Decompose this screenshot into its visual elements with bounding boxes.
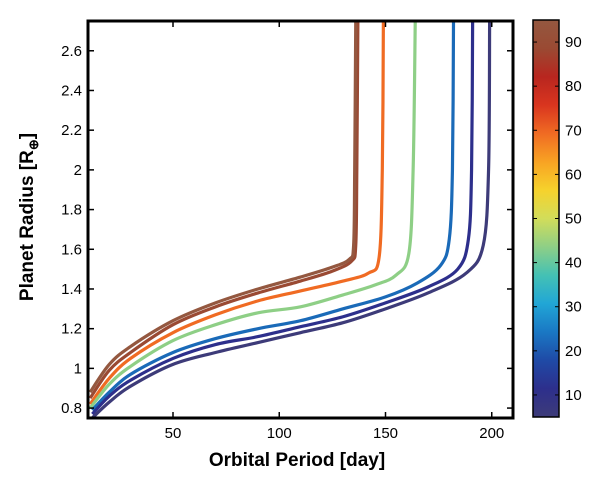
- x-tick-label: 50: [165, 425, 182, 442]
- y-ticks: 0.8 1 1.2 1.4 1.6 1.8 2 2.2 2.4 2.6: [61, 43, 513, 417]
- series-layer: [88, 21, 492, 418]
- colorbar-tick-label: 50: [565, 211, 582, 228]
- y-axis-title: Planet Radius [R⊕]: [17, 133, 41, 301]
- colorbar-tick-label: 10: [565, 387, 582, 404]
- colorbar-tick-label: 60: [565, 166, 582, 183]
- y-axis-title-subscript: ⊕: [26, 139, 41, 150]
- y-tick-label: 2.2: [61, 122, 82, 139]
- y-tick-label: 2: [74, 162, 82, 179]
- series-line-90: [88, 21, 360, 400]
- colorbar-tick-label: 70: [565, 122, 582, 139]
- y-axis-title-close: ]: [17, 133, 38, 139]
- y-tick-label: 1.8: [61, 202, 82, 219]
- y-tick-label: 2.4: [61, 82, 82, 99]
- y-tick-label: 0.8: [61, 400, 82, 417]
- x-tick-label: 150: [373, 425, 398, 442]
- plot-frame: [86, 19, 515, 420]
- series-line-70: [88, 21, 385, 406]
- x-tick-label: 100: [267, 425, 292, 442]
- colorbar-tick-label: 40: [565, 255, 582, 272]
- colorbar-tick-label: 80: [565, 78, 582, 95]
- colorbar-tick-label: 90: [565, 34, 582, 51]
- y-tick-label: 1.6: [61, 241, 82, 258]
- y-tick-label: 1: [74, 360, 82, 377]
- x-ticks: 50 100 150 200: [165, 21, 504, 442]
- colorbar-tick-label: 30: [565, 299, 582, 316]
- x-axis-title: Orbital Period [day]: [209, 450, 385, 471]
- y-tick-label: 1.4: [61, 281, 82, 298]
- x-tick-label: 200: [479, 425, 504, 442]
- series-line-50: [88, 21, 417, 410]
- colorbar-tick-label: 20: [565, 343, 582, 360]
- plot-background: [88, 21, 513, 418]
- y-tick-label: 1.2: [61, 321, 82, 338]
- y-axis-title-main: Planet Radius [R: [17, 150, 38, 301]
- colorbar-ticks: 10 20 30 40 50 60 70 80 90: [533, 34, 582, 404]
- y-tick-label: 2.6: [61, 43, 82, 60]
- series-line-25: [91, 21, 456, 412]
- series-line-95: [88, 21, 358, 394]
- series-line-7: [91, 21, 492, 418]
- series-line-15: [91, 21, 475, 416]
